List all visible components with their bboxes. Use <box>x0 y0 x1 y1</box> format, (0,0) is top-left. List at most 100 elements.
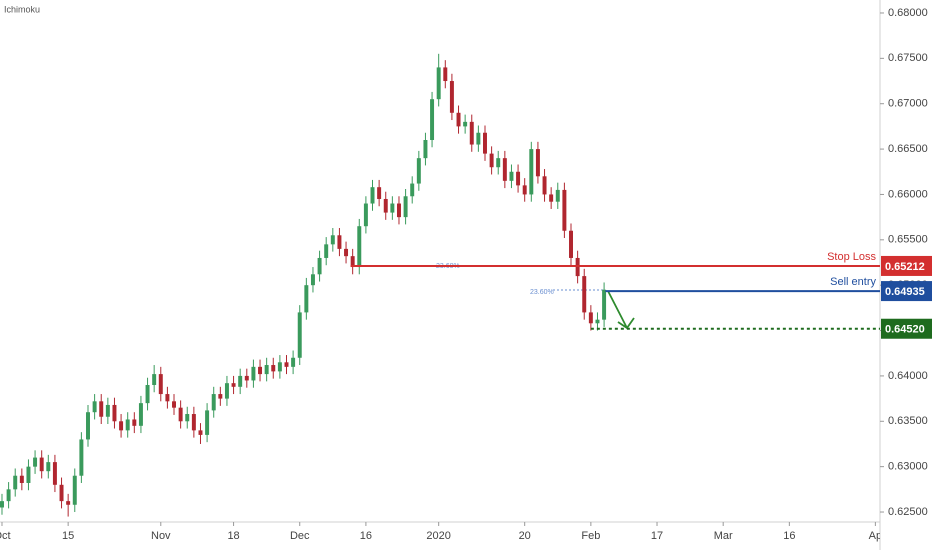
candle-body <box>26 466 31 483</box>
y-tick-label: 0.62500 <box>888 506 928 518</box>
candle-body <box>297 312 302 358</box>
y-tick-label: 0.63000 <box>888 461 928 473</box>
plot <box>0 53 607 517</box>
candle-body <box>535 149 540 177</box>
candle-body <box>251 366 256 381</box>
y-tick-label: 0.67500 <box>888 52 928 64</box>
candle-body <box>449 81 454 113</box>
arrow <box>607 290 635 330</box>
x-tick-label: Nov <box>151 530 171 542</box>
candle-body <box>66 501 71 505</box>
y-tick-label: 0.66000 <box>888 188 928 200</box>
candle-body <box>218 394 223 399</box>
candle-body <box>224 383 229 399</box>
level-tag <box>881 281 932 302</box>
candle-body <box>258 366 263 375</box>
candle-body <box>357 226 362 268</box>
candle-body <box>383 198 388 213</box>
candle-body <box>602 289 607 320</box>
candle-body <box>178 407 183 422</box>
candle-body <box>185 414 190 422</box>
candle-body <box>489 153 494 168</box>
x-tick-label: Dec <box>290 530 310 542</box>
candle-body <box>198 430 203 435</box>
candle-body <box>476 132 481 145</box>
candle-body <box>211 394 216 411</box>
candle-body <box>469 121 474 145</box>
candle-body <box>231 383 236 387</box>
x-axis: Oct15Nov18Dec16202020Feb17Mar16Ap <box>0 522 880 542</box>
level-tag <box>881 255 932 276</box>
candle-body <box>13 475 18 490</box>
x-tick-label: 18 <box>227 530 239 542</box>
candle-body <box>132 419 137 426</box>
candle-body <box>310 274 315 286</box>
candle-body <box>205 410 210 435</box>
candle-body <box>72 475 77 505</box>
candle-body <box>244 375 249 381</box>
level-name: Stop Loss <box>827 251 876 263</box>
x-tick-label: 15 <box>62 530 74 542</box>
candle-body <box>138 403 143 426</box>
candle-body <box>291 357 296 367</box>
candle-body <box>238 375 243 387</box>
candle-body <box>555 189 560 202</box>
x-tick-label: Mar <box>714 530 733 542</box>
candle-body <box>112 404 117 422</box>
candle-body <box>46 462 51 472</box>
candle-body <box>172 401 176 408</box>
level-value-label: 0.64520 <box>885 324 925 336</box>
candle-body <box>317 257 322 275</box>
candle-body <box>145 384 150 404</box>
candle-body <box>562 189 567 231</box>
candle-body <box>410 183 415 197</box>
fib-label: 23.60% <box>530 289 554 296</box>
candle-body <box>370 187 375 204</box>
candle-body <box>125 419 130 431</box>
x-tick-label: 16 <box>783 530 795 542</box>
candle-body <box>6 489 11 502</box>
candle-body <box>39 457 44 472</box>
x-tick-label: Feb <box>581 530 600 542</box>
candle-body <box>105 404 110 417</box>
candle-body <box>52 462 57 485</box>
candle-body <box>483 132 487 154</box>
candle-body <box>575 257 580 277</box>
indicator-label: Ichimoku <box>4 4 40 14</box>
level-name: Sell entry <box>830 276 876 288</box>
candle-body <box>330 235 335 245</box>
candle-body <box>443 67 448 82</box>
candle-body <box>304 285 309 313</box>
candle-body <box>92 401 97 413</box>
candle-body <box>430 99 435 141</box>
candle-body <box>59 484 64 502</box>
candle-body <box>390 203 395 213</box>
candle-body <box>542 176 547 195</box>
x-tick-label: Oct <box>0 530 11 542</box>
y-tick-label: 0.67000 <box>888 98 928 110</box>
candle-body <box>403 196 408 218</box>
candle-body <box>569 230 573 258</box>
level-tag <box>881 318 932 339</box>
candle-body <box>396 203 401 218</box>
x-tick-label: 16 <box>360 530 372 542</box>
candle-body <box>86 412 90 440</box>
candle-body <box>588 312 593 324</box>
candle-body <box>152 374 157 385</box>
candle-body <box>344 248 349 257</box>
candle-body <box>158 374 163 395</box>
candle-body <box>324 244 329 258</box>
candle-body <box>549 194 554 202</box>
x-tick-label: 2020 <box>426 530 450 542</box>
y-tick-label: 0.66500 <box>888 143 928 155</box>
x-tick-label: 20 <box>519 530 531 542</box>
candle-body <box>463 121 468 127</box>
candle-body <box>509 171 514 181</box>
candle-body <box>0 501 4 508</box>
candle-body <box>277 362 282 372</box>
candle-body <box>377 187 382 199</box>
candle-body <box>350 256 355 268</box>
level-value-label: 0.65212 <box>885 261 925 273</box>
candle-body <box>33 457 38 467</box>
